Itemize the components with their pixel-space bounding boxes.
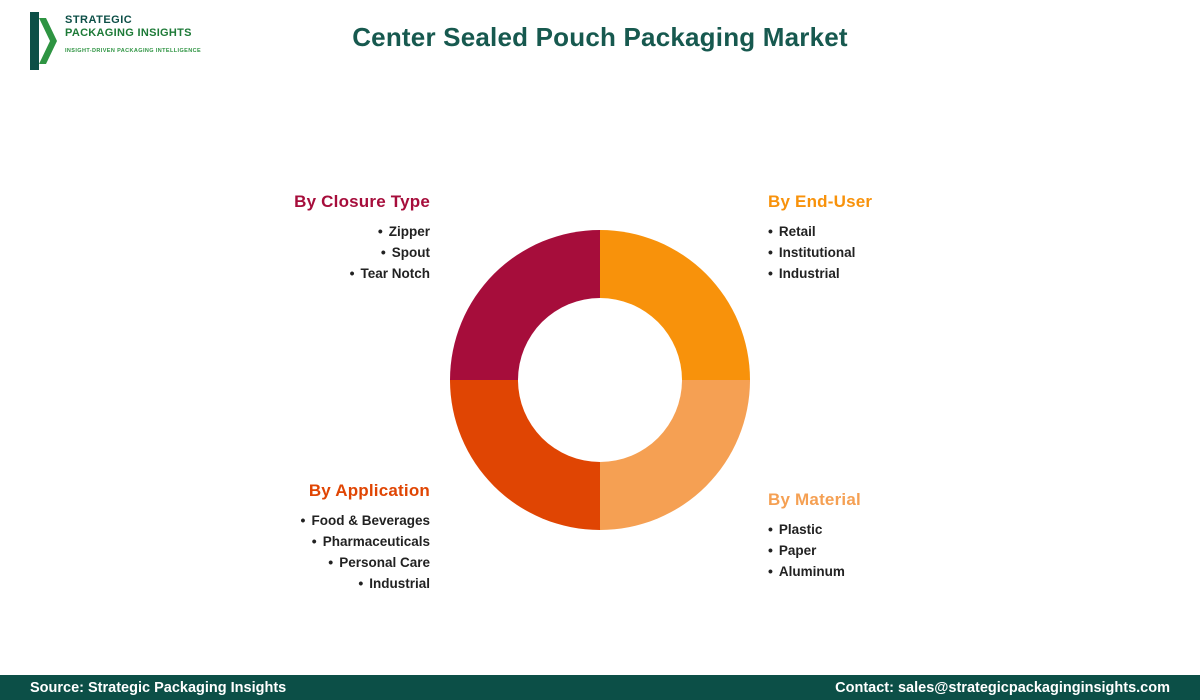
segment-list-application: Food & Beverages Pharmaceuticals Persona… (190, 510, 430, 594)
list-item: Institutional (768, 242, 1008, 263)
segment-end-user: By End-User Retail Institutional Industr… (768, 192, 1008, 284)
logo-text: STRATEGIC PACKAGING INSIGHTS INSIGHT-DRI… (65, 12, 201, 54)
segment-application: By Application Food & Beverages Pharmace… (190, 481, 430, 594)
list-item: Spout (190, 242, 430, 263)
list-item: Zipper (190, 221, 430, 242)
logo: STRATEGIC PACKAGING INSIGHTS INSIGHT-DRI… (30, 12, 201, 75)
list-item: Tear Notch (190, 263, 430, 284)
donut-chart (450, 230, 750, 530)
list-item: Paper (768, 540, 1008, 561)
logo-title-line2: PACKAGING INSIGHTS (65, 27, 192, 39)
segment-list-material: Plastic Paper Aluminum (768, 519, 1008, 582)
list-item: Food & Beverages (190, 510, 430, 531)
logo-chevron-icon (30, 12, 58, 75)
segment-list-closure-type: Zipper Spout Tear Notch (190, 221, 430, 284)
footer-source: Source: Strategic Packaging Insights (30, 679, 287, 696)
page-title: Center Sealed Pouch Packaging Market (352, 22, 848, 52)
segment-heading-application: By Application (308, 481, 430, 500)
list-item: Industrial (768, 263, 1008, 284)
logo-title-line1: STRATEGIC (65, 14, 133, 26)
footer-bar: Source: Strategic Packaging Insights Con… (0, 675, 1200, 700)
donut-hole (518, 298, 682, 462)
segment-heading-end-user: By End-User (768, 192, 873, 211)
logo-tagline: INSIGHT-DRIVEN PACKAGING INTELLIGENCE (65, 48, 202, 54)
segment-closure-type: By Closure Type Zipper Spout Tear Notch (190, 192, 430, 284)
segment-list-end-user: Retail Institutional Industrial (768, 221, 1008, 284)
list-item: Pharmaceuticals (190, 531, 430, 552)
list-item: Aluminum (768, 561, 1008, 582)
segment-material: By Material Plastic Paper Aluminum (768, 490, 1008, 582)
list-item: Personal Care (190, 552, 430, 573)
list-item: Retail (768, 221, 1008, 242)
list-item: Plastic (768, 519, 1008, 540)
list-item: Industrial (190, 573, 430, 594)
segment-heading-material: By Material (768, 490, 861, 509)
segment-heading-closure-type: By Closure Type (294, 192, 430, 211)
footer-contact: Contact: sales@strategicpackaginginsight… (835, 679, 1170, 696)
